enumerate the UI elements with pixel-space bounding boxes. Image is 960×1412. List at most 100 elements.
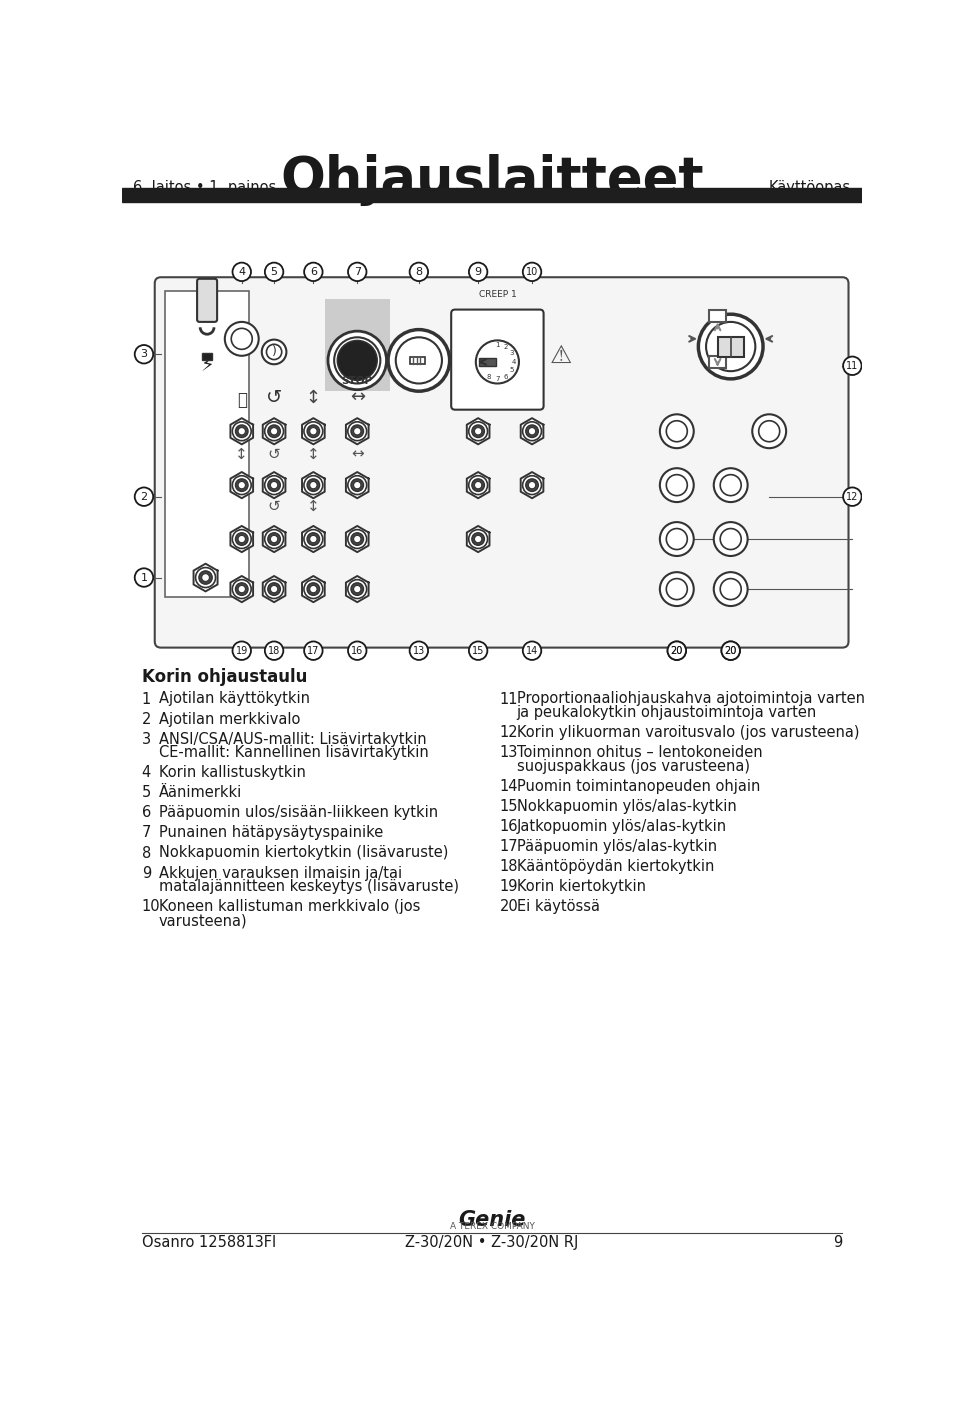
Text: 17: 17 bbox=[307, 645, 320, 655]
Circle shape bbox=[238, 481, 246, 489]
Circle shape bbox=[265, 530, 283, 548]
Text: Nokkapuomin kiertokytkin (lisävaruste): Nokkapuomin kiertokytkin (lisävaruste) bbox=[158, 846, 448, 860]
Circle shape bbox=[526, 479, 539, 491]
Circle shape bbox=[238, 535, 246, 542]
Text: 19: 19 bbox=[500, 880, 518, 894]
Text: Korin ylikuorman varoitusvalo (jos varusteena): Korin ylikuorman varoitusvalo (jos varus… bbox=[516, 726, 859, 740]
Circle shape bbox=[353, 586, 361, 593]
Polygon shape bbox=[263, 525, 285, 552]
Text: 9: 9 bbox=[474, 267, 482, 277]
Text: 2: 2 bbox=[142, 712, 151, 727]
Circle shape bbox=[468, 422, 488, 441]
Text: Nokkapuomin ylös/alas-kytkin: Nokkapuomin ylös/alas-kytkin bbox=[516, 799, 736, 815]
Text: ja peukalokytkin ohjaustoimintoja varten: ja peukalokytkin ohjaustoimintoja varten bbox=[516, 706, 817, 720]
Text: 6: 6 bbox=[310, 267, 317, 277]
Bar bbox=[709, 356, 726, 369]
Text: 14: 14 bbox=[526, 645, 539, 655]
Circle shape bbox=[713, 469, 748, 503]
Polygon shape bbox=[230, 418, 253, 445]
Circle shape bbox=[660, 572, 694, 606]
Circle shape bbox=[304, 641, 323, 659]
Text: CREEP 1: CREEP 1 bbox=[478, 289, 516, 299]
Bar bbox=[324, 299, 391, 391]
Circle shape bbox=[232, 263, 251, 281]
Circle shape bbox=[526, 425, 539, 438]
Text: Punainen hätäpysäytyspainike: Punainen hätäpysäytyspainike bbox=[158, 826, 383, 840]
Circle shape bbox=[304, 530, 323, 548]
Polygon shape bbox=[230, 525, 253, 552]
Circle shape bbox=[396, 337, 442, 384]
Circle shape bbox=[706, 322, 756, 371]
Circle shape bbox=[265, 476, 283, 494]
Polygon shape bbox=[346, 472, 369, 498]
Circle shape bbox=[351, 479, 364, 491]
Circle shape bbox=[271, 535, 277, 542]
Text: 2: 2 bbox=[140, 491, 148, 501]
Circle shape bbox=[843, 357, 861, 376]
Circle shape bbox=[235, 425, 248, 438]
Circle shape bbox=[310, 586, 317, 593]
Circle shape bbox=[720, 528, 741, 549]
Circle shape bbox=[468, 476, 488, 494]
Circle shape bbox=[268, 479, 280, 491]
Polygon shape bbox=[263, 576, 285, 602]
Circle shape bbox=[271, 481, 277, 489]
Text: 1: 1 bbox=[495, 342, 499, 347]
Circle shape bbox=[666, 421, 687, 442]
Circle shape bbox=[265, 263, 283, 281]
Circle shape bbox=[410, 263, 428, 281]
Text: STOP: STOP bbox=[342, 376, 372, 387]
Text: 4: 4 bbox=[512, 359, 516, 364]
Circle shape bbox=[196, 568, 216, 587]
Circle shape bbox=[722, 641, 740, 659]
Circle shape bbox=[476, 340, 519, 384]
Circle shape bbox=[348, 580, 367, 599]
Circle shape bbox=[267, 345, 281, 360]
Text: 15: 15 bbox=[472, 645, 485, 655]
Polygon shape bbox=[467, 525, 490, 552]
Circle shape bbox=[410, 641, 428, 659]
Polygon shape bbox=[194, 563, 218, 592]
Text: Toiminnon ohitus – lentokoneiden: Toiminnon ohitus – lentokoneiden bbox=[516, 746, 762, 761]
Circle shape bbox=[268, 583, 280, 596]
Text: 7: 7 bbox=[142, 826, 151, 840]
Text: Kääntöpöydän kiertokytkin: Kääntöpöydän kiertokytkin bbox=[516, 860, 714, 874]
FancyBboxPatch shape bbox=[197, 278, 217, 322]
Circle shape bbox=[720, 474, 741, 496]
Text: Jatkopuomin ylös/alas-kytkin: Jatkopuomin ylös/alas-kytkin bbox=[516, 819, 727, 834]
Circle shape bbox=[843, 487, 861, 505]
Text: Genie: Genie bbox=[458, 1210, 526, 1230]
Circle shape bbox=[666, 474, 687, 496]
Circle shape bbox=[232, 422, 252, 441]
Circle shape bbox=[238, 428, 246, 435]
Circle shape bbox=[304, 263, 323, 281]
Circle shape bbox=[713, 572, 748, 606]
Text: Pääpuomin ulos/sisään-liikkeen kytkin: Pääpuomin ulos/sisään-liikkeen kytkin bbox=[158, 805, 438, 820]
Text: 5: 5 bbox=[142, 785, 151, 801]
Circle shape bbox=[348, 476, 367, 494]
Text: ↕: ↕ bbox=[235, 446, 248, 462]
Polygon shape bbox=[230, 576, 253, 602]
Circle shape bbox=[268, 532, 280, 545]
Bar bbox=[479, 359, 496, 366]
Circle shape bbox=[304, 580, 323, 599]
Circle shape bbox=[265, 641, 283, 659]
Circle shape bbox=[307, 532, 320, 545]
Text: ↔: ↔ bbox=[349, 388, 365, 407]
Text: 3: 3 bbox=[140, 349, 148, 359]
Text: Ajotilan merkkivalo: Ajotilan merkkivalo bbox=[158, 712, 300, 727]
Text: 7: 7 bbox=[495, 376, 499, 381]
Text: 12: 12 bbox=[846, 491, 858, 501]
Bar bbox=[718, 336, 744, 357]
Text: Z-30/20N • Z-30/20N RJ: Z-30/20N • Z-30/20N RJ bbox=[405, 1236, 579, 1250]
Circle shape bbox=[753, 414, 786, 448]
Bar bbox=[410, 357, 425, 364]
Text: 20: 20 bbox=[500, 899, 518, 915]
Text: 17: 17 bbox=[500, 839, 518, 854]
Text: 8: 8 bbox=[142, 846, 151, 860]
Bar bbox=[123, 188, 861, 202]
Text: 20: 20 bbox=[725, 645, 737, 655]
Text: matalajännitteen keskeytys (lisävaruste): matalajännitteen keskeytys (lisävaruste) bbox=[158, 880, 459, 894]
Text: ): ) bbox=[272, 346, 276, 359]
Text: Ei käytössä: Ei käytössä bbox=[516, 899, 600, 915]
